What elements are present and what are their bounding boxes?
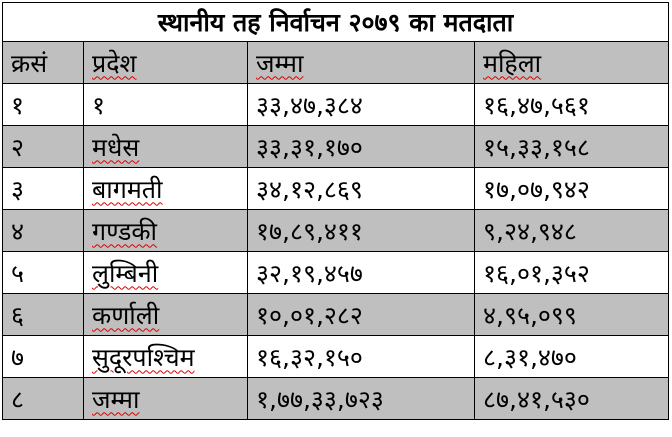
province-cell: जम्मा bbox=[83, 377, 248, 420]
province-cell: गण्डकी bbox=[83, 209, 248, 252]
total-cell: १६,३२,१५० bbox=[247, 335, 475, 378]
data-row: ३ बागमती ३४,१२,८६९ १७,०७,९४२ bbox=[2, 167, 670, 210]
province-cell: सुदूरपश्चिम bbox=[83, 335, 248, 378]
serial-cell: ४ bbox=[2, 209, 84, 252]
female-cell: १७,०७,९४२ bbox=[473, 167, 670, 210]
serial-cell: ५ bbox=[2, 251, 84, 294]
total-cell: १,७७,३३,७२३ bbox=[247, 377, 475, 420]
total-cell: १०,०१,२८२ bbox=[247, 293, 475, 336]
total-cell: ३३,३१,१७० bbox=[247, 125, 475, 168]
data-row: २ मधेस ३३,३१,१७० १५,३३,१५८ bbox=[2, 125, 670, 168]
data-row: ४ गण्डकी १७,८९,४११ ९,२४,९४८ bbox=[2, 209, 670, 252]
female-cell: ८,३१,४७० bbox=[473, 335, 670, 378]
female-cell: १६,०१,३५२ bbox=[473, 251, 670, 294]
province-cell: १ bbox=[83, 83, 248, 126]
serial-cell: ७ bbox=[2, 335, 84, 378]
header-cell: क्रसं bbox=[2, 41, 84, 84]
province-cell: बागमती bbox=[83, 167, 248, 210]
data-row: ७ सुदूरपश्चिम १६,३२,१५० ८,३१,४७० bbox=[2, 335, 670, 378]
province-cell: मधेस bbox=[83, 125, 248, 168]
data-row: ८ जम्मा १,७७,३३,७२३ ८७,४१,५३० bbox=[2, 377, 670, 420]
total-cell: १७,८९,४११ bbox=[247, 209, 475, 252]
header-row: क्रसं प्रदेश जम्मा महिला bbox=[2, 41, 670, 84]
female-cell: १५,३३,१५८ bbox=[473, 125, 670, 168]
serial-cell: ३ bbox=[2, 167, 84, 210]
female-cell: ८७,४१,५३० bbox=[473, 377, 670, 420]
data-row: ५ लुम्बिनी ३२,१९,४५७ १६,०१,३५२ bbox=[2, 251, 670, 294]
header-cell: प्रदेश bbox=[83, 41, 248, 84]
serial-cell: ६ bbox=[2, 293, 84, 336]
voter-table: स्थानीय तह निर्वाचन २०७९ का मतदाता क्रसं… bbox=[1, 2, 670, 420]
title-row: स्थानीय तह निर्वाचन २०७९ का मतदाता bbox=[1, 2, 670, 42]
serial-cell: २ bbox=[2, 125, 84, 168]
serial-cell: ८ bbox=[2, 377, 84, 420]
female-cell: ९,२४,९४८ bbox=[473, 209, 670, 252]
table-title: स्थानीय तह निर्वाचन २०७९ का मतदाता bbox=[1, 2, 670, 42]
province-cell: लुम्बिनी bbox=[83, 251, 248, 294]
female-cell: १६,४७,५६१ bbox=[473, 83, 670, 126]
total-cell: ३२,१९,४५७ bbox=[247, 251, 475, 294]
total-cell: ३४,१२,८६९ bbox=[247, 167, 475, 210]
data-row: १ १ ३३,४७,३८४ १६,४७,५६१ bbox=[2, 83, 670, 126]
header-cell: महिला bbox=[473, 41, 670, 84]
total-cell: ३३,४७,३८४ bbox=[247, 83, 475, 126]
header-cell: जम्मा bbox=[247, 41, 475, 84]
province-cell: कर्णाली bbox=[83, 293, 248, 336]
serial-cell: १ bbox=[2, 83, 84, 126]
data-row: ६ कर्णाली १०,०१,२८२ ४,९५,०९९ bbox=[2, 293, 670, 336]
female-cell: ४,९५,०९९ bbox=[473, 293, 670, 336]
